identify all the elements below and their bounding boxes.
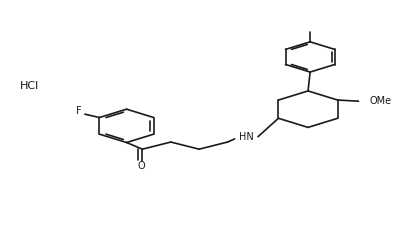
Text: HCl: HCl (20, 81, 39, 91)
Text: O: O (138, 161, 145, 171)
Text: OMe: OMe (370, 96, 392, 106)
Text: HN: HN (239, 132, 254, 142)
Text: F: F (76, 106, 81, 116)
